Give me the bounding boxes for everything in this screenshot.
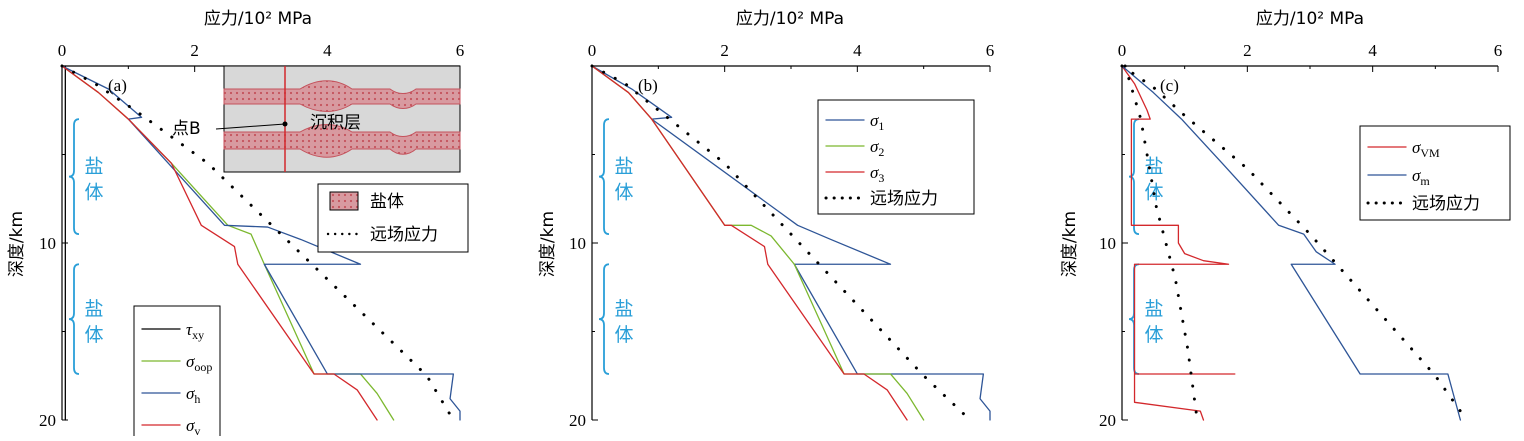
panel-label-a: (a) (108, 76, 127, 95)
x-tick-label: 6 (986, 41, 995, 60)
salt-label: 盐 (1144, 298, 1163, 320)
legend-salt-swatch (329, 191, 359, 211)
panel-label-c: (c) (1160, 76, 1179, 95)
series-line (591, 65, 991, 421)
legend-frame (1359, 125, 1511, 221)
inset-sediment-label: 沉积层 (310, 113, 361, 133)
legend-b: σ1 σ2 σ3 远场应力 (817, 99, 975, 215)
legend-label: 远场应力 (1412, 194, 1480, 214)
salt-label: 体 (614, 324, 633, 346)
x-tick-label: 2 (720, 41, 729, 60)
legend-frame (817, 99, 975, 215)
legend-salt-label: 盐体 (370, 192, 404, 212)
salt-label: 体 (84, 324, 103, 346)
x-axis-title-c: 应力/10² MPa (1256, 9, 1364, 29)
y-tick-label: 10 (39, 234, 56, 253)
salt-label: 体 (1144, 324, 1163, 346)
inset-point-leader (215, 123, 286, 130)
inset-salt-layer-upper (223, 80, 461, 112)
y-tick-label: 10 (569, 234, 586, 253)
x-tick-label: 2 (190, 41, 199, 60)
salt-label: 体 (614, 182, 633, 204)
legend-label: σoop (186, 352, 212, 374)
series-group-b (590, 64, 991, 422)
salt-label: 盐 (614, 156, 633, 178)
x-axis-title-a: 应力/10² MPa (204, 9, 312, 29)
legend-label: τxy (186, 320, 204, 342)
panel-label-b: (b) (638, 76, 658, 95)
inset-point-label: 点B (172, 119, 201, 139)
series-line (1121, 65, 1462, 421)
x-axis-title-b: 应力/10² MPa (736, 9, 844, 29)
y-axis-title-a: 深度/km (7, 211, 27, 277)
series-group-c (1120, 64, 1469, 422)
x-tick-label: 0 (58, 41, 67, 60)
y-tick-label: 20 (39, 411, 56, 430)
legend-a: τxy σoop σh σv (133, 305, 221, 441)
salt-label: 盐 (84, 156, 103, 178)
x-tick-label: 6 (1494, 41, 1503, 60)
salt-brace (598, 118, 610, 236)
legend-label: σVM (1412, 138, 1440, 160)
salt-brace (68, 263, 80, 375)
series-line (1120, 64, 1469, 422)
x-tick-label: 4 (1368, 41, 1377, 60)
y-axis-title-b: 深度/km (538, 211, 558, 277)
x-tick-label: 4 (323, 41, 332, 60)
legend-label: σ2 (870, 137, 884, 159)
y-tick-label: 20 (1099, 411, 1116, 430)
legend-farfield-label: 远场应力 (370, 225, 438, 245)
salt-label: 盐 (1144, 156, 1163, 178)
inset-salt-layer-lower (223, 124, 461, 158)
x-tick-label: 6 (456, 41, 465, 60)
legend-label: σv (186, 416, 200, 436)
x-tick-label: 4 (853, 41, 862, 60)
x-tick-label: 0 (1118, 41, 1127, 60)
inset-diagram: 点B 沉积层 (172, 65, 461, 173)
salt-label: 体 (84, 182, 103, 204)
legend-label: σm (1412, 166, 1430, 188)
legend-c: σVM σm 远场应力 (1359, 125, 1511, 221)
salt-label: 盐 (614, 298, 633, 320)
x-tick-label: 0 (588, 41, 597, 60)
legend-label: 远场应力 (870, 189, 938, 209)
series-line (591, 65, 908, 421)
legend-label: σ1 (870, 111, 884, 133)
salt-brace (1128, 118, 1140, 236)
salt-brace (598, 263, 610, 375)
salt-brace (68, 118, 80, 236)
y-axis-title-c: 深度/km (1060, 211, 1080, 277)
series-line (61, 65, 378, 421)
legend-label: σh (186, 384, 200, 406)
series-line (1121, 65, 1236, 421)
y-tick-label: 10 (1099, 234, 1116, 253)
x-tick-label: 2 (1243, 41, 1252, 60)
salt-label: 盐 (84, 298, 103, 320)
legend-a-top: 盐体 远场应力 (317, 183, 469, 253)
legend-label: σ3 (870, 163, 884, 185)
y-tick-label: 20 (569, 411, 586, 430)
series-line (1123, 64, 1199, 422)
